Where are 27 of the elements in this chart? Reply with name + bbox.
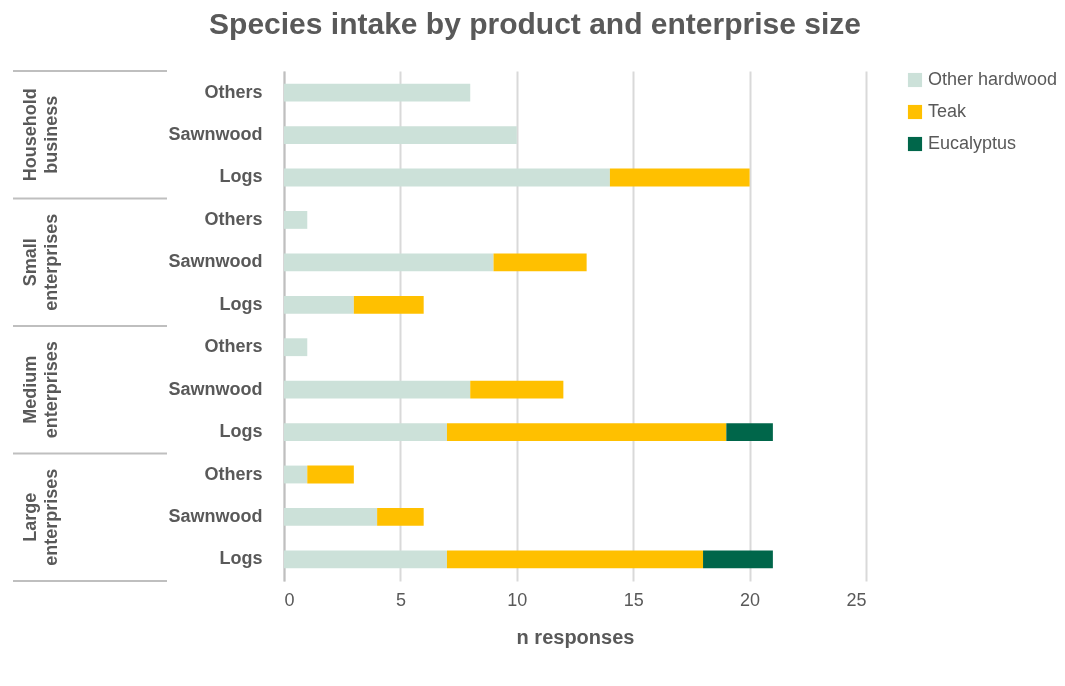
y-tick-label: Sawnwood [168,251,263,272]
text: Small enterprises [20,213,61,311]
chart-title: Species intake by product and enterprise size [209,7,861,40]
text: Medium enterprises [20,341,61,439]
y-tick-label: Logs [219,548,263,569]
y-tick-label: Logs [219,293,263,314]
legend-label: Other hardwood [928,69,1058,89]
x-tick-label: 20 [740,589,761,610]
x-axis-title: n responses [516,625,635,648]
x-tick-label: 5 [395,589,406,610]
y-tick-label: Sawnwood [168,124,263,145]
text: Household business [20,88,61,182]
y-tick-label: Sawnwood [168,505,263,526]
y-tick-label: Others [204,208,263,229]
x-tick-label: 25 [846,589,867,610]
y-tick-label: Others [204,81,263,102]
legend-label: Eucalyptus [928,133,1017,153]
y-tick-label: Logs [219,166,263,187]
x-tick-label: 15 [623,589,644,610]
text: Large enterprises [20,468,61,566]
x-tick-label: 10 [507,589,528,610]
y-tick-label: Logs [219,421,263,442]
y-tick-label: Sawnwood [168,378,263,399]
x-tick-label: 0 [284,589,295,610]
y-tick-label: Others [204,463,263,484]
y-tick-label: Others [204,336,263,357]
legend-label: Teak [928,101,968,121]
